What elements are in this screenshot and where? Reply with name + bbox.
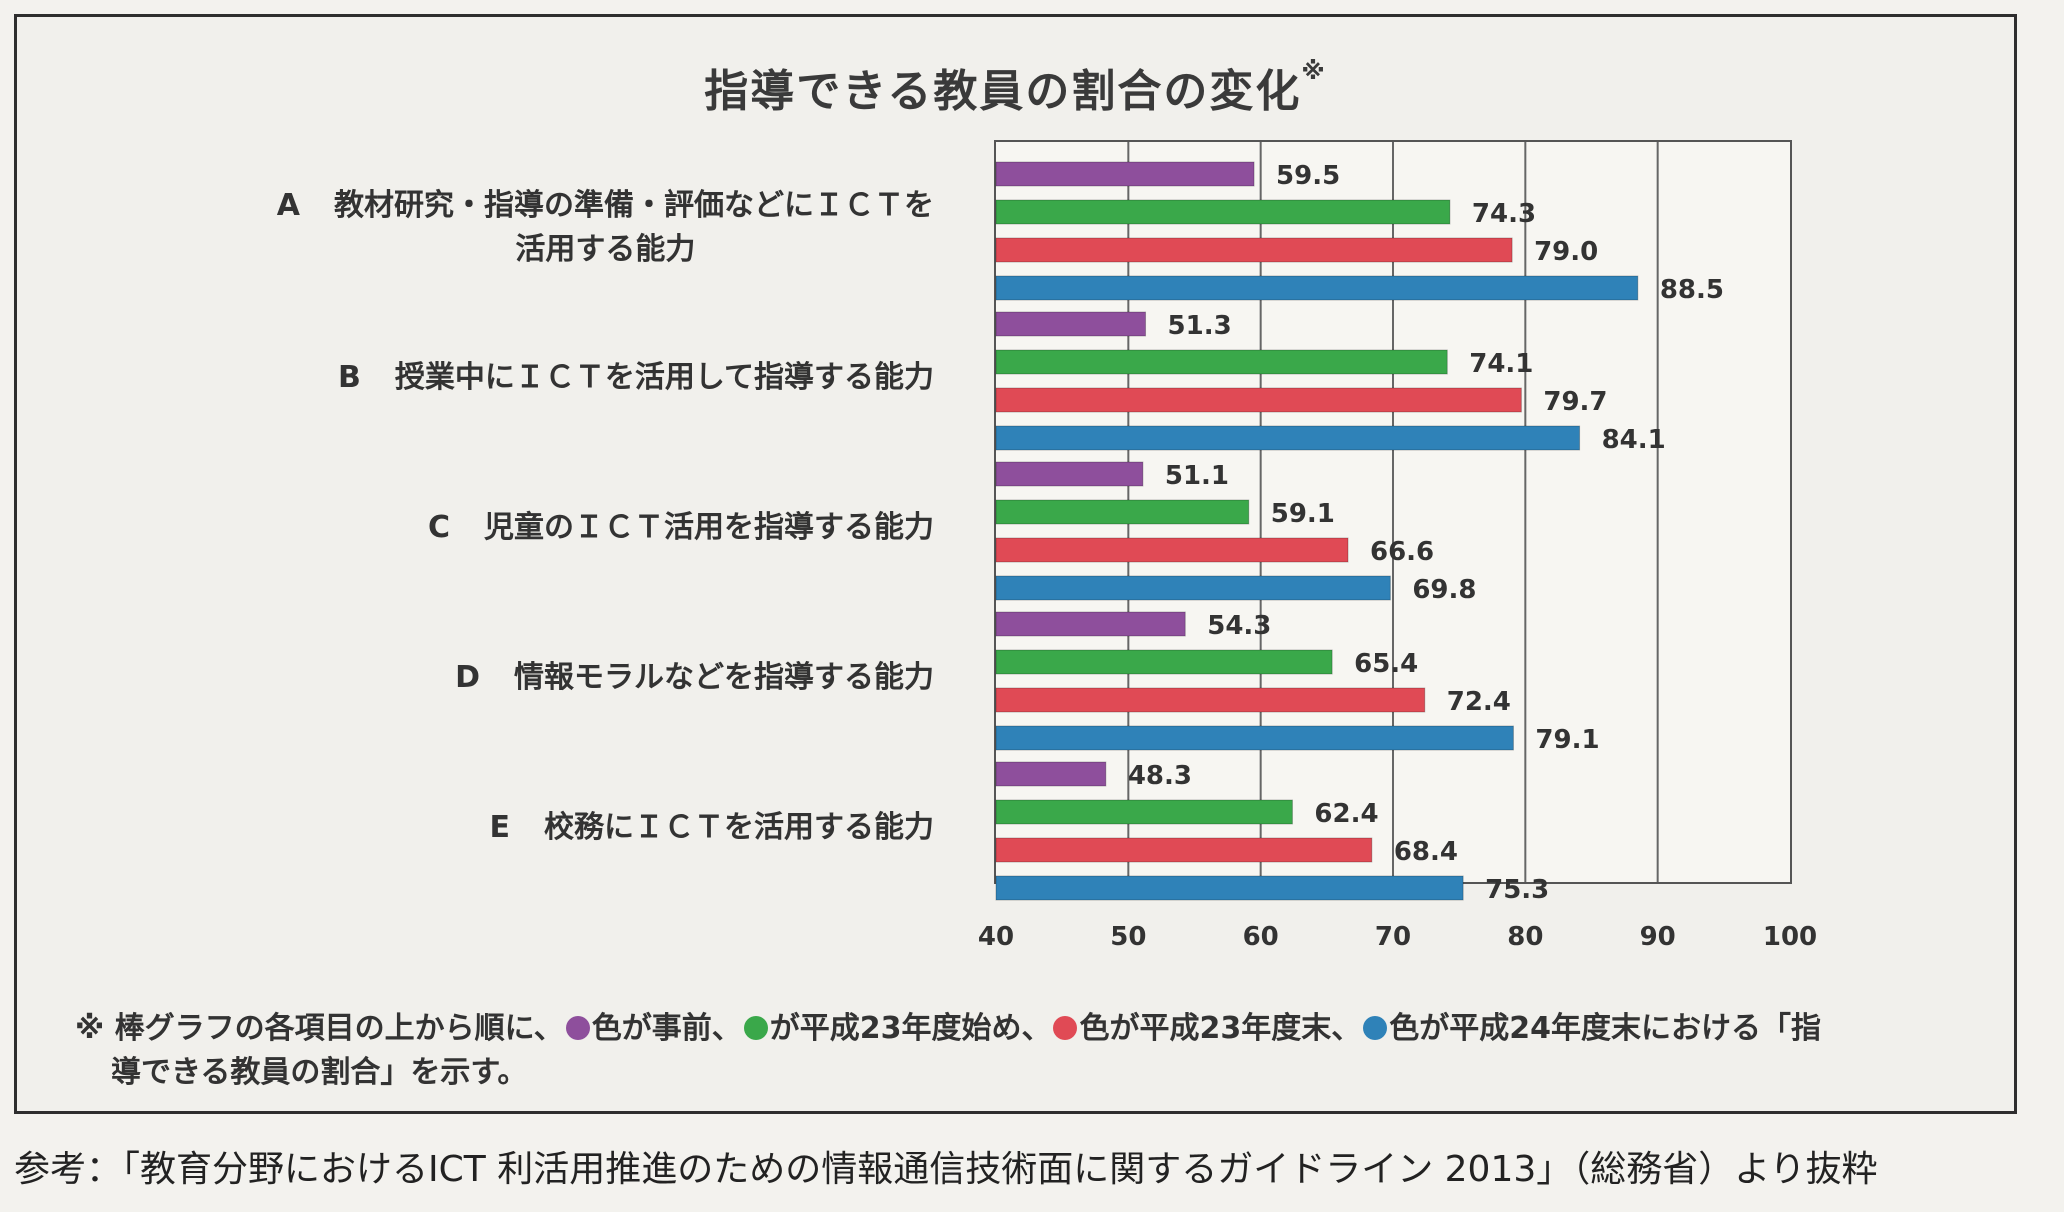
category-label-line: A 教材研究・指導の準備・評価などにＩＣＴを <box>277 184 934 228</box>
category-letter: C <box>427 510 450 545</box>
category-text: 教材研究・指導の準備・評価などにＩＣＴを <box>334 188 934 223</box>
category-label-E: E 校務にＩＣＴを活用する能力 <box>490 806 935 850</box>
category-letter: E <box>489 810 511 845</box>
category-label-line: B 授業中にＩＣＴを活用して指導する能力 <box>338 356 934 400</box>
category-label-B: B 授業中にＩＣＴを活用して指導する能力 <box>338 356 934 400</box>
category-label-line: D 情報モラルなどを指導する能力 <box>455 656 934 700</box>
green-dot-icon <box>743 1016 768 1040</box>
blue-dot-icon <box>1363 1016 1388 1040</box>
footnote-series-1: 色が事前、 <box>591 1011 742 1046</box>
chart-title-text: 指導できる教員の割合の変化 <box>704 66 1302 117</box>
chart-title: 指導できる教員の割合の変化※ <box>17 55 2014 119</box>
category-letter: D <box>455 660 480 695</box>
footnote-series-3: 色が平成23年度末、 <box>1079 1011 1362 1046</box>
category-text: 校務にＩＣＴを活用する能力 <box>544 810 934 845</box>
category-text: 児童のＩＣＴ活用を指導する能力 <box>484 510 934 545</box>
category-letter: B <box>338 360 361 395</box>
category-letter: A <box>276 188 300 223</box>
category-label-A: A 教材研究・指導の準備・評価などにＩＣＴを活用する能力 <box>277 184 934 272</box>
x-tick-label-40: 40 <box>977 922 1015 952</box>
footnote-series-2: が平成23年度始め、 <box>769 1011 1052 1046</box>
x-tick-label-50: 50 <box>1110 922 1147 952</box>
category-text: 授業中にＩＣＴを活用して指導する能力 <box>394 360 934 395</box>
category-text: 情報モラルなどを指導する能力 <box>514 660 934 695</box>
title-mark: ※ <box>1301 57 1327 85</box>
x-tick-label-70: 70 <box>1374 922 1412 952</box>
x-tick-label-80: 80 <box>1507 922 1544 952</box>
legend-footnote: ※ 棒グラフの各項目の上から順に、 色が事前、 が平成23年度始め、 色が平成23年度… <box>75 1007 1995 1095</box>
plot-area <box>994 140 1792 884</box>
source-citation: 参考：「教育分野におけるICT 利活用推進のための情報通信技術面に関するガイドラ… <box>14 1149 1878 1190</box>
x-tick-label-90: 90 <box>1639 922 1676 952</box>
purple-dot-icon <box>565 1016 590 1040</box>
footnote-line-2: 導できる教員の割合」を示す。 <box>111 1055 528 1090</box>
category-label-line: 活用する能力 <box>277 228 934 272</box>
x-tick-label-60: 60 <box>1242 922 1279 952</box>
category-label-line: E 校務にＩＣＴを活用する能力 <box>490 806 935 850</box>
category-label-D: D 情報モラルなどを指導する能力 <box>455 656 934 700</box>
footnote-series-4: 色が平成24年度末における「指 <box>1389 1011 1821 1046</box>
red-dot-icon <box>1053 1016 1078 1040</box>
footnote-prefix: ※ 棒グラフの各項目の上から順に、 <box>75 1011 564 1046</box>
category-label-C: C 児童のＩＣＴ活用を指導する能力 <box>428 506 934 550</box>
footnote-line-1: ※ 棒グラフの各項目の上から順に、 色が事前、 が平成23年度始め、 色が平成23年度… <box>75 1007 1995 1051</box>
category-label-line: C 児童のＩＣＴ活用を指導する能力 <box>428 506 934 550</box>
x-tick-label-100: 100 <box>1762 922 1818 952</box>
category-text: 活用する能力 <box>515 232 696 267</box>
